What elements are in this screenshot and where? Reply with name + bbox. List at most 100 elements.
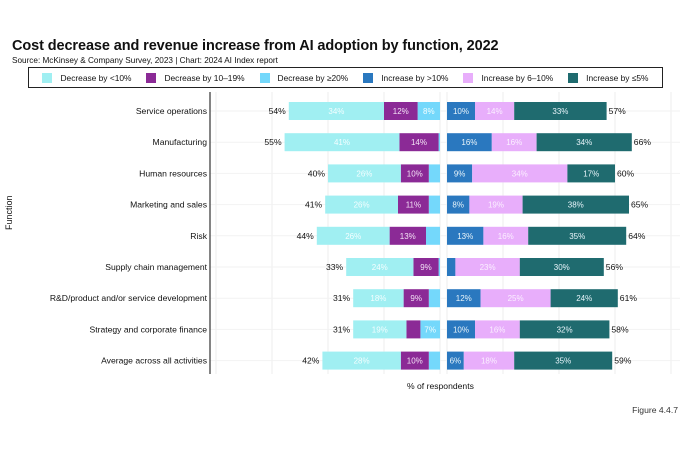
legend-label: Increase by ≤5% [586, 72, 649, 83]
data-label: 16% [461, 138, 477, 147]
y-tick-label: Marketing and sales [130, 200, 207, 210]
bar-segment-decrease [353, 289, 404, 308]
bar-segment-increase [528, 226, 627, 245]
data-label: 32% [557, 325, 573, 334]
chart-title: Cost decrease and revenue increase from … [12, 38, 499, 54]
y-tick-label: Average across all activities [101, 356, 207, 366]
y-tick-label: Supply chain management [105, 262, 207, 272]
bar-segment-decrease [417, 102, 440, 120]
bar-segment-decrease [403, 289, 429, 308]
bar-segment-decrease [406, 320, 421, 339]
x-axis-title: % of respondents [407, 381, 474, 391]
data-label: 16% [498, 232, 514, 241]
bar-segment-increase [447, 226, 484, 245]
y-tick-label: R&D/product and/or service development [50, 293, 208, 303]
bar-segment-increase [447, 164, 473, 183]
legend-label: Increase by 6–10% [481, 72, 554, 83]
bar-segment-decrease [426, 226, 440, 245]
bar-segment-increase [463, 351, 515, 370]
bar-segment-increase [447, 320, 475, 339]
data-label: 6% [450, 357, 462, 366]
legend-item: Decrease by ≥20% [259, 72, 349, 83]
total-label-increase: 60% [617, 168, 635, 178]
data-label: 23% [480, 263, 496, 272]
y-axis-title: Function [4, 195, 14, 230]
total-label-increase: 64% [628, 231, 646, 241]
y-tick-label: Human resources [139, 168, 207, 178]
legend-label: Decrease by 10–19% [164, 72, 245, 83]
bar-segment-increase [519, 258, 604, 276]
bar-segment-increase [550, 289, 618, 308]
data-label: 26% [345, 232, 361, 241]
bar-segment-decrease [438, 133, 440, 152]
total-label-decrease: 41% [305, 200, 323, 210]
bar-segment-decrease [398, 195, 429, 214]
bar-segment-increase [483, 226, 529, 245]
total-label-decrease: 54% [269, 106, 287, 116]
bar-segment-increase [447, 102, 475, 120]
bar-segment-decrease [316, 226, 390, 245]
data-label: 34% [328, 107, 344, 116]
bar-segment-increase [447, 133, 492, 152]
bar-segment-increase [469, 195, 523, 214]
bar-segment-decrease [288, 102, 384, 120]
total-label-increase: 66% [634, 137, 652, 147]
legend-swatch [259, 72, 270, 83]
bar-segment-increase [522, 195, 629, 214]
bar-segment-decrease [325, 195, 398, 214]
bar-segment-decrease [428, 164, 440, 183]
bar-segment-increase [447, 195, 470, 214]
data-label: 14% [487, 107, 503, 116]
legend-label: Increase by >10% [381, 72, 449, 83]
bar-segment-increase [472, 164, 568, 183]
total-label-decrease: 31% [333, 324, 351, 334]
data-label: 10% [407, 357, 423, 366]
bar-segment-increase [475, 102, 515, 120]
bar-segment-decrease [284, 133, 400, 152]
data-label: 28% [354, 357, 370, 366]
data-label: 13% [400, 232, 416, 241]
data-label: 35% [569, 232, 585, 241]
data-label: 8% [452, 201, 464, 210]
bar-segment-decrease [322, 351, 401, 370]
y-tick-label: Risk [190, 231, 207, 241]
legend-item: Decrease by <10% [42, 72, 131, 83]
legend-swatch [363, 72, 374, 83]
figure-label: Figure 4.4.7 [632, 405, 678, 415]
bar-segment-decrease [420, 320, 440, 339]
legend-item: Increase by ≤5% [568, 72, 649, 83]
data-label: 12% [393, 107, 409, 116]
legend-swatch [568, 72, 579, 83]
bar-segment-decrease [400, 351, 429, 370]
bar-segment-increase [447, 258, 456, 276]
data-label: 33% [552, 107, 568, 116]
bar-segment-increase [567, 164, 615, 183]
legend-swatch [42, 72, 53, 83]
bar-segment-decrease [428, 289, 440, 308]
bar-segment-increase [455, 258, 520, 276]
total-label-increase: 59% [614, 356, 632, 366]
data-label: 18% [481, 357, 497, 366]
bar-segment-increase [475, 320, 520, 339]
data-label: 11% [406, 201, 421, 210]
total-label-decrease: 31% [333, 293, 351, 303]
data-label: 18% [370, 294, 386, 303]
bar-segment-decrease [389, 226, 426, 245]
legend-label: Decrease by ≥20% [277, 72, 349, 83]
bar-segment-increase [447, 289, 481, 308]
bar-segment-decrease [428, 351, 440, 370]
data-label: 16% [506, 138, 522, 147]
total-label-increase: 65% [631, 200, 649, 210]
data-label: 9% [410, 294, 422, 303]
y-tick-label: Manufacturing [153, 137, 208, 147]
total-label-decrease: 44% [297, 231, 315, 241]
bar-segment-increase [514, 351, 613, 370]
data-label: 19% [372, 325, 388, 334]
legend: Decrease by <10% Decrease by 10–19% Decr… [28, 67, 663, 88]
y-tick-label: Service operations [136, 106, 207, 116]
bar-segment-decrease [346, 258, 414, 276]
legend-swatch [146, 72, 157, 83]
legend-item: Increase by 6–10% [463, 72, 554, 83]
data-label: 24% [576, 294, 592, 303]
data-label: 10% [453, 107, 469, 116]
